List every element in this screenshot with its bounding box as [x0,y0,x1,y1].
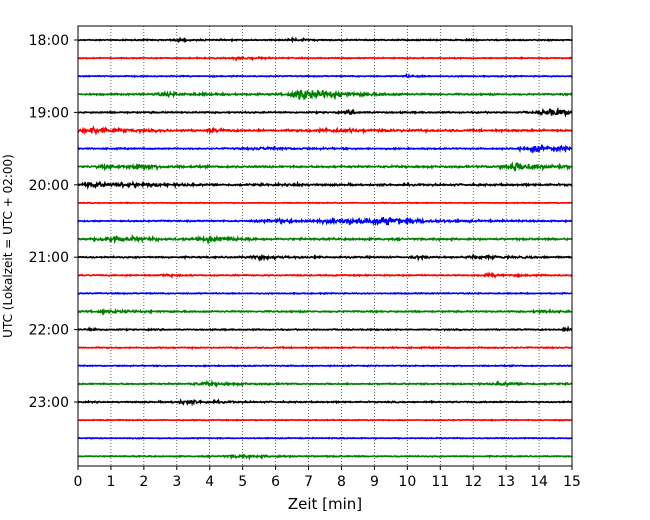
seismic-trace-2345 [77,453,573,461]
x-tick-label: 11 [431,474,449,490]
seismic-trace-2030 [77,216,573,227]
x-tick-label: 3 [172,474,181,490]
seismic-trace-2300 [77,397,573,407]
x-tick-label: 8 [337,474,346,490]
seismic-traces [77,36,573,461]
x-tick-label: 2 [139,474,148,490]
vertical-grid-lines [110,26,540,466]
seismic-trace-2315 [77,418,573,422]
x-tick-label: 10 [398,474,416,490]
seismic-trace-2200 [77,325,573,333]
y-axis: 18:00 19:00 20:00 21:00 22:00 23:00 [29,33,78,411]
seismic-trace-2045 [77,233,573,246]
seismic-trace-2100 [77,252,573,263]
seismic-trace-1915 [77,125,573,136]
seismic-trace-2115 [77,270,573,280]
x-tick-label: 1 [106,474,115,490]
y-axis-label: UTC (Lokalzeit = UTC + 02:00) [1,154,15,338]
seismic-trace-1845 [77,89,573,101]
x-tick-label: 6 [271,474,280,490]
seismic-trace-2245 [77,379,573,389]
x-tick-label: 5 [238,474,247,490]
seismic-trace-2230 [77,363,573,368]
seismic-trace-1800 [77,36,573,44]
x-tick-label: 15 [563,474,581,490]
x-tick-label: 9 [370,474,379,490]
seismic-trace-1930 [77,144,573,154]
seismic-trace-2015 [77,201,573,205]
y-tick-label: 21:00 [29,250,69,266]
plot-frame [77,25,573,467]
x-tick-label: 7 [304,474,313,490]
x-tick-label: 0 [74,474,83,490]
seismic-trace-1830 [77,73,573,79]
x-tick-label: 4 [205,474,214,490]
seismic-trace-2145 [77,307,573,316]
seismic-trace-1815 [77,55,573,62]
x-tick-label: 14 [530,474,548,490]
y-tick-label: 19:00 [29,105,69,121]
y-tick-label: 20:00 [29,178,69,194]
seismic-trace-2215 [77,345,573,351]
seismic-trace-2330 [77,436,573,440]
x-axis-label: Zeit [min] [288,495,362,513]
y-tick-label: 18:00 [29,33,69,49]
seismic-trace-2000 [77,180,573,190]
seismic-trace-1945 [77,161,573,172]
seismic-trace-1900 [77,106,573,118]
x-axis: 0 1 2 3 4 5 6 7 8 9 10 11 12 13 14 15 [74,466,581,490]
x-tick-label: 12 [464,474,482,490]
y-tick-label: 23:00 [29,395,69,411]
y-tick-label: 22:00 [29,323,69,339]
seismic-trace-2130 [77,291,573,296]
x-tick-label: 13 [497,474,515,490]
